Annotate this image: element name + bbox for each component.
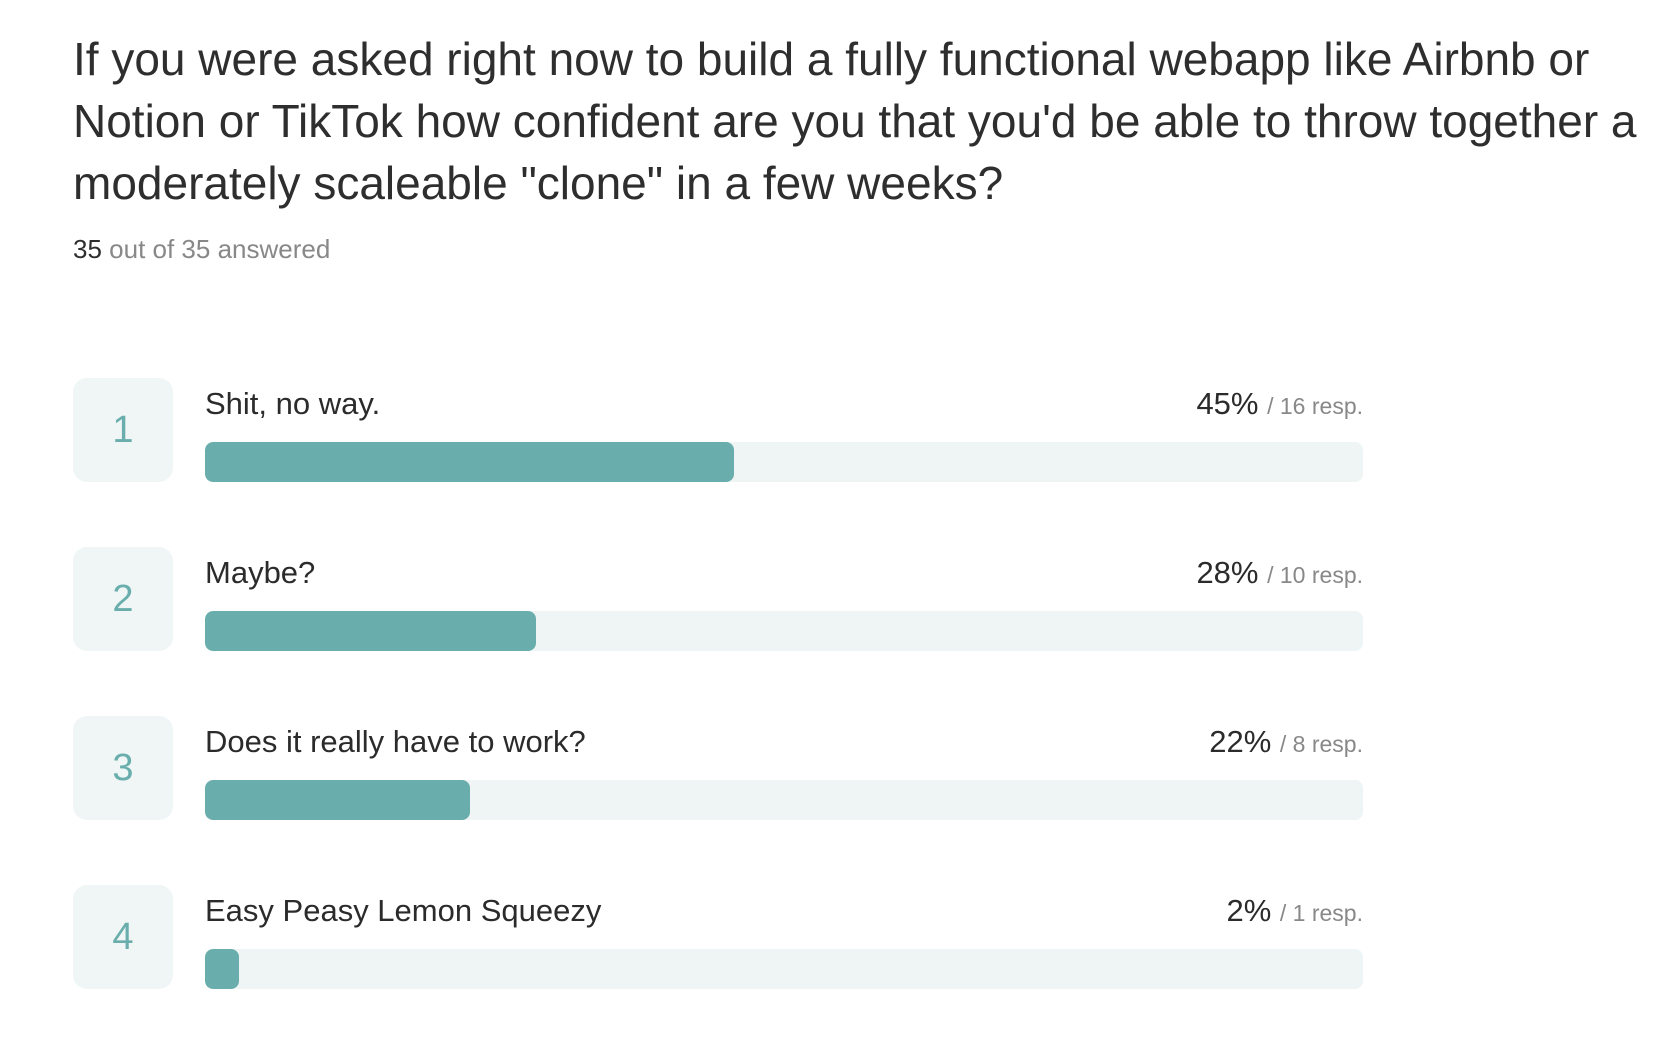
answered-text: out of 35 answered [109,234,331,264]
answer-option-3: 3 Does it really have to work? 22% / 8 r… [73,716,1363,820]
option-bar-fill [205,611,537,651]
option-bar-track [205,611,1363,651]
answer-options-list: 1 Shit, no way. 45% / 16 resp. 2 Maybe? … [73,378,1363,1054]
option-bar-fill [205,442,735,482]
option-percent: 2% [1226,893,1272,928]
option-stats: 28% / 10 resp. [1196,555,1363,591]
option-label: Easy Peasy Lemon Squeezy [205,893,602,928]
answer-option-2: 2 Maybe? 28% / 10 resp. [73,547,1363,651]
question-title: If you were asked right now to build a f… [73,33,1637,209]
option-stats: 45% / 16 resp. [1196,386,1363,422]
option-bar-fill [205,949,239,989]
option-responses: / 10 resp. [1267,562,1363,588]
option-responses: / 8 resp. [1279,731,1363,757]
option-percent: 22% [1209,724,1272,759]
option-responses: / 16 resp. [1267,393,1363,419]
option-label: Does it really have to work? [205,724,586,759]
option-stats: 2% / 1 resp. [1226,893,1363,929]
option-bar-track [205,949,1363,989]
answered-number: 35 [73,234,102,264]
option-label: Maybe? [205,555,316,590]
answer-option-4: 4 Easy Peasy Lemon Squeezy 2% / 1 resp. [73,885,1363,989]
option-number-badge: 3 [73,716,173,820]
option-percent: 28% [1196,555,1259,590]
answer-option-1: 1 Shit, no way. 45% / 16 resp. [73,378,1363,482]
option-bar-fill [205,780,471,820]
option-number-badge: 2 [73,547,173,651]
option-stats: 22% / 8 resp. [1209,724,1363,760]
option-percent: 45% [1196,386,1259,421]
option-bar-track [205,780,1363,820]
option-responses: / 1 resp. [1279,900,1363,926]
option-label: Shit, no way. [205,386,381,421]
option-number-badge: 1 [73,378,173,482]
answered-count: 35 out of 35 answered [73,234,330,265]
option-bar-track [205,442,1363,482]
option-number-badge: 4 [73,885,173,989]
